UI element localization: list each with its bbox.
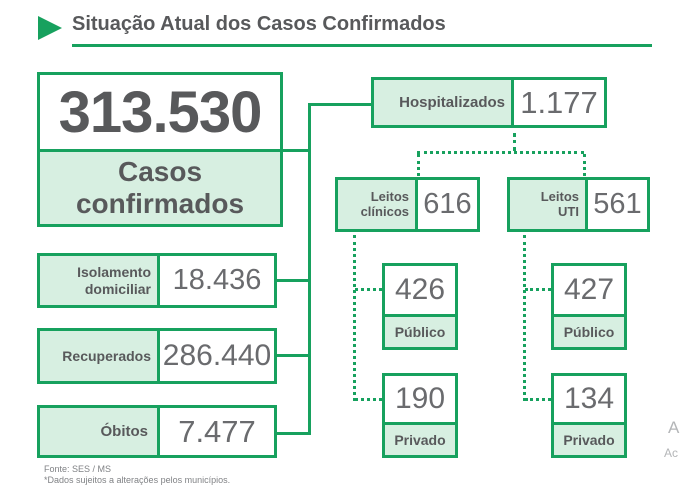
edge-cutoff-text-2: Ac [664,446,679,460]
clinical-public-label: Público [385,314,455,347]
title-underline [72,44,652,47]
clinical-public-box: 426 Público [382,263,458,350]
dotted-stub-clinical-private [355,398,382,401]
source-note: Fonte: SES / MS [44,464,112,474]
connector-to-recovered [277,354,311,357]
icu-private-box: 134 Privado [551,373,627,458]
icu-private-value: 134 [563,382,615,415]
connector-to-deaths [277,432,311,435]
confirmed-cases-label: Casos confirmados [40,149,280,224]
connector-trunk [308,103,311,435]
clinical-private-box: 190 Privado [382,373,458,458]
clinical-beds-value: 616 [423,188,472,220]
dotted-drop-icu [583,154,586,176]
recovered-box: Recuperados 286.440 [37,328,277,384]
hospitalized-box: Hospitalizados 1.177 [371,77,607,128]
hospitalized-label: Hospitalizados [374,80,514,125]
dotted-trunk-icu [523,235,526,401]
dotted-hospitalized-drop [513,133,516,151]
home-isolation-label: Isolamento domiciliar [40,256,160,305]
icu-public-box: 427 Público [551,263,627,350]
clinical-private-label: Privado [385,422,455,455]
deaths-label: Óbitos [40,408,160,455]
icu-beds-label: Leitos UTI [510,180,588,229]
dotted-stub-icu-public [525,288,551,291]
edge-cutoff-text-1: A [668,418,680,437]
deaths-value: 7.477 [178,413,256,449]
icu-public-value: 427 [563,273,615,306]
clinical-beds-box: Leitos clínicos 616 [335,177,480,232]
connector-to-confirmed [283,149,311,152]
page-title: Situação Atual dos Casos Confirmados [72,13,446,35]
icu-public-label: Público [554,314,624,347]
icu-private-label: Privado [554,422,624,455]
connector-to-isolation [277,279,311,282]
dotted-trunk-clinical [353,235,356,401]
confirmed-cases-box: 313.530 Casos confirmados [37,72,283,227]
dotted-spreader [417,151,584,154]
title-arrow-icon [38,16,62,40]
deaths-box: Óbitos 7.477 [37,405,277,458]
hospitalized-value: 1.177 [520,84,598,120]
clinical-beds-label: Leitos clínicos [338,180,418,229]
connector-to-hospitalized [308,103,371,106]
confirmed-cases-value: 313.530 [58,79,263,145]
dotted-stub-clinical-public [355,288,382,291]
disclaimer-note: *Dados sujeitos a alterações pelos munic… [44,475,231,485]
icu-beds-box: Leitos UTI 561 [507,177,650,232]
clinical-public-value: 426 [394,273,446,306]
home-isolation-value: 18.436 [172,264,262,296]
icu-beds-value: 561 [593,188,642,220]
dotted-drop-clinical [417,154,420,176]
recovered-value: 286.440 [162,339,272,372]
recovered-label: Recuperados [40,331,160,381]
home-isolation-box: Isolamento domiciliar 18.436 [37,253,277,308]
clinical-private-value: 190 [394,382,446,415]
dotted-stub-icu-private [525,398,551,401]
